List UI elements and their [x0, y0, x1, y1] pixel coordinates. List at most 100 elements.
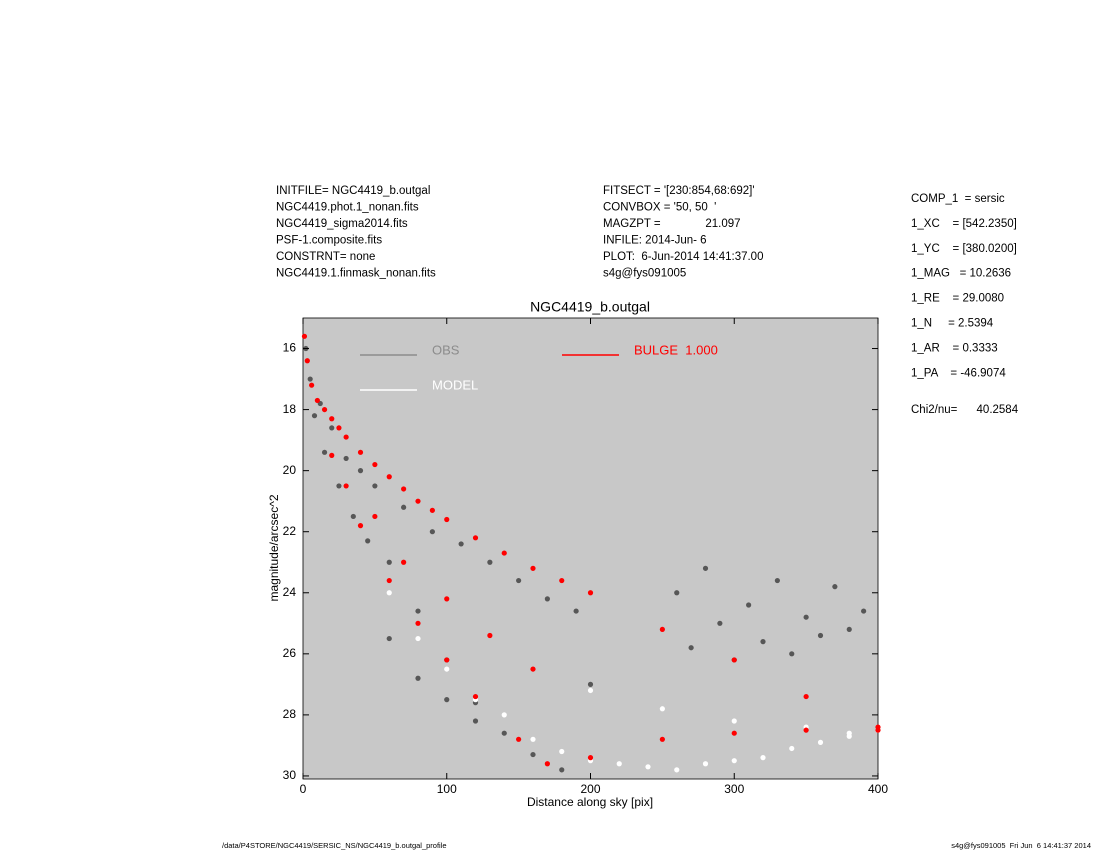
- y-tick-label: 16: [283, 341, 297, 355]
- data-point: [717, 620, 723, 626]
- legend-label: OBS: [432, 342, 460, 357]
- data-point: [544, 596, 550, 602]
- legend-label: MODEL: [432, 377, 478, 392]
- data-point: [559, 577, 565, 584]
- data-point: [415, 608, 421, 614]
- data-point: [587, 590, 594, 596]
- legend-label: BULGE 1.000: [634, 342, 718, 357]
- data-point: [516, 736, 522, 742]
- x-tick-label: 300: [724, 782, 744, 796]
- data-point: [803, 693, 809, 700]
- data-point: [817, 632, 824, 639]
- data-point: [321, 406, 328, 413]
- data-point: [789, 651, 795, 657]
- data-point: [731, 657, 737, 663]
- x-tick-label: 100: [437, 782, 457, 796]
- data-point: [472, 693, 479, 700]
- data-point: [501, 550, 507, 556]
- data-point: [386, 559, 392, 565]
- data-point: [487, 632, 493, 639]
- data-point: [372, 461, 378, 468]
- data-point: [301, 333, 308, 339]
- x-tick-label: 0: [300, 782, 307, 796]
- data-point: [365, 538, 371, 544]
- x-tick-label: 400: [868, 782, 888, 796]
- x-axis-label: Distance along sky [pix]: [527, 795, 653, 809]
- chi2-value: Chi2/nu= 40.2584: [911, 404, 1019, 416]
- data-point: [702, 761, 709, 767]
- data-point: [530, 666, 536, 672]
- data-point: [304, 358, 310, 364]
- header-file-line: NGC4419_sigma2014.fits: [276, 218, 408, 230]
- fit-parameter: 1_N = 2.5394: [911, 318, 994, 330]
- header-setting-line: MAGZPT = 21.097: [603, 218, 741, 230]
- plot-area: [302, 317, 879, 780]
- data-point: [674, 590, 680, 596]
- data-point: [846, 626, 852, 633]
- y-axis-label: magnitude/arcsec^2: [267, 494, 281, 601]
- data-point: [415, 635, 421, 642]
- data-point: [530, 565, 536, 571]
- header-file-line: NGC4419.1.finmask_nonan.fits: [276, 268, 436, 280]
- data-point: [573, 608, 579, 614]
- data-point: [875, 727, 881, 733]
- data-point: [659, 736, 665, 742]
- header-setting-line: s4g@fys091005: [603, 268, 686, 280]
- data-point: [789, 745, 795, 752]
- data-point: [674, 767, 680, 773]
- data-point: [774, 577, 780, 584]
- data-point: [343, 483, 349, 489]
- header-file-line: PSF-1.composite.fits: [276, 235, 382, 247]
- data-point: [343, 434, 349, 440]
- y-tick-label: 20: [283, 463, 297, 477]
- fit-parameter: 1_AR = 0.3333: [911, 342, 998, 354]
- data-point: [372, 483, 378, 489]
- fit-parameter: 1_MAG = 10.2636: [911, 268, 1011, 280]
- data-point: [501, 712, 507, 718]
- data-point: [444, 697, 450, 703]
- data-point: [487, 559, 493, 565]
- data-point: [659, 706, 665, 712]
- data-point: [587, 755, 594, 761]
- data-point: [544, 761, 550, 767]
- data-point: [458, 541, 464, 547]
- y-tick-label: 22: [283, 524, 297, 538]
- header-file-line: NGC4419.phot.1_nonan.fits: [276, 202, 419, 214]
- data-point: [444, 657, 450, 663]
- data-point: [329, 416, 335, 422]
- data-point: [401, 504, 407, 510]
- footer-stamp: s4g@fys091005 Fri Jun 6 14:41:37 2014: [951, 841, 1091, 850]
- data-point: [832, 584, 838, 590]
- data-point: [587, 681, 594, 687]
- data-point: [444, 666, 450, 672]
- x-tick-label: 200: [580, 782, 600, 796]
- header-setting-line: FITSECT = '[230:854,68:692]': [603, 185, 755, 197]
- data-point: [357, 523, 364, 529]
- fit-parameter: 1_RE = 29.0080: [911, 293, 1004, 305]
- data-point: [559, 767, 565, 773]
- data-point: [307, 376, 313, 382]
- data-point: [659, 626, 665, 633]
- data-point: [314, 397, 320, 404]
- data-point: [429, 507, 435, 513]
- data-point: [559, 748, 565, 755]
- data-point: [415, 675, 421, 681]
- header: INITFILE= NGC4419_b.outgal NGC4419.phot.1…: [276, 185, 1019, 416]
- data-point: [731, 718, 737, 724]
- data-point: [309, 382, 315, 388]
- data-point: [616, 761, 622, 767]
- data-point: [429, 529, 435, 535]
- data-point: [311, 413, 318, 419]
- data-point: [357, 468, 364, 474]
- fit-parameter: 1_XC = [542.2350]: [911, 218, 1017, 230]
- footer-path: /data/P4STORE/NGC4419/SERSIC_NS/NGC4419_…: [222, 841, 447, 850]
- data-point: [343, 455, 349, 462]
- data-point: [846, 730, 852, 736]
- data-point: [472, 535, 479, 541]
- chart-title: NGC4419_b.outgal: [530, 299, 650, 315]
- data-point: [760, 755, 766, 761]
- data-point: [746, 602, 752, 608]
- y-tick-label: 18: [283, 402, 297, 416]
- y-tick-label: 26: [283, 646, 297, 660]
